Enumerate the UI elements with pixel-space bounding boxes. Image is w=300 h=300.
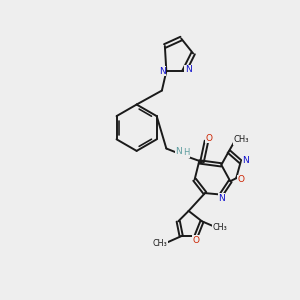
Text: N: N	[159, 67, 166, 76]
Text: CH₃: CH₃	[212, 223, 227, 232]
Text: N: N	[218, 194, 225, 203]
Text: N: N	[242, 156, 249, 165]
Text: O: O	[205, 134, 212, 142]
Text: CH₃: CH₃	[233, 135, 249, 144]
Text: O: O	[237, 175, 244, 184]
Text: N: N	[185, 65, 191, 74]
Text: H: H	[183, 148, 189, 158]
Text: CH₃: CH₃	[152, 239, 167, 248]
Text: O: O	[193, 236, 200, 244]
Text: N: N	[176, 147, 182, 156]
